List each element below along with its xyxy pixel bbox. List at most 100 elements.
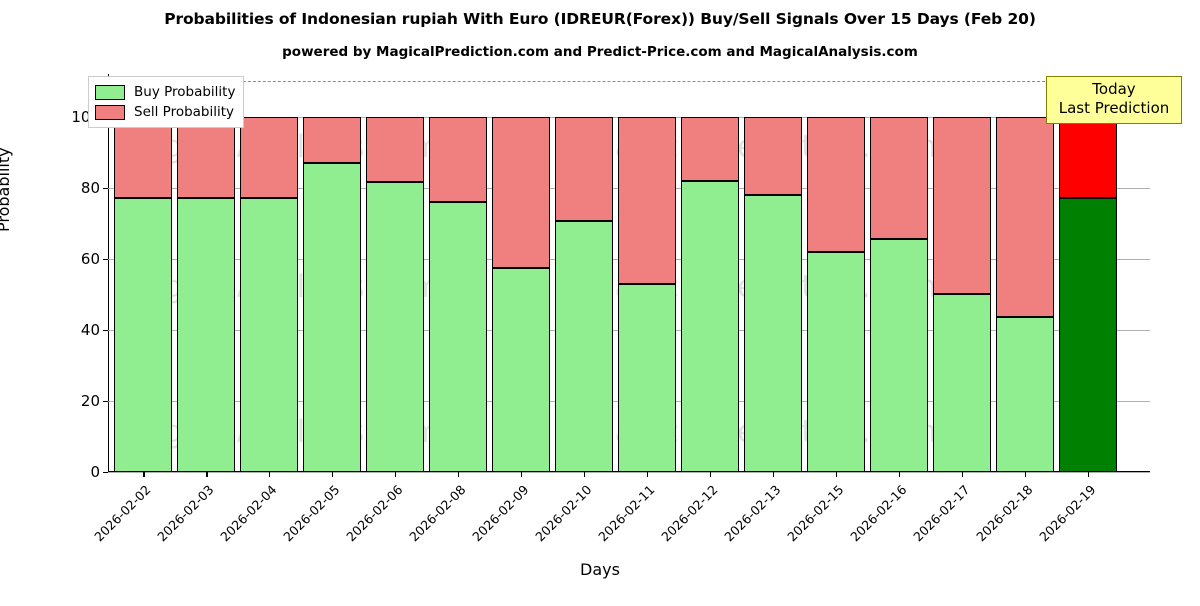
x-axis-tick-mark xyxy=(395,472,397,477)
today-annotation: Today Last Prediction xyxy=(1046,76,1182,124)
x-axis-tick-mark xyxy=(583,472,586,477)
plot-area: MagicalAnalysis.comMagicalPrediction.com… xyxy=(92,74,1150,544)
threshold-dashed-line xyxy=(108,81,1150,83)
bar-segment-buy[interactable] xyxy=(303,162,362,472)
y-axis-tick-mark xyxy=(103,187,108,189)
today-annotation-line1: Today xyxy=(1092,80,1136,98)
bar-segment-sell[interactable] xyxy=(177,116,236,199)
bar-segment-sell[interactable] xyxy=(806,116,865,252)
bar-segment-buy[interactable] xyxy=(1058,198,1117,472)
gridline xyxy=(108,472,1150,473)
bar-segment-buy[interactable] xyxy=(932,294,991,472)
x-axis-tick-label: 2026-02-03 xyxy=(154,482,217,545)
x-axis-tick-mark xyxy=(961,472,964,477)
x-axis-tick-label: 2026-02-06 xyxy=(343,482,406,545)
x-axis-tick-mark xyxy=(646,472,649,477)
bar-segment-buy[interactable] xyxy=(177,198,236,472)
x-axis-tick-mark xyxy=(332,472,334,477)
x-axis-tick-label: 2026-02-09 xyxy=(469,482,532,545)
x-axis-tick-label: 2026-02-17 xyxy=(909,482,973,545)
bar-stack[interactable] xyxy=(114,74,173,472)
bar-segment-sell[interactable] xyxy=(555,116,613,222)
x-axis-tick-mark xyxy=(206,472,208,477)
bar-segment-buy[interactable] xyxy=(492,267,550,472)
y-axis-tick-mark xyxy=(103,400,108,403)
bar-segment-sell[interactable] xyxy=(429,116,488,202)
x-axis-tick-label: 2026-02-13 xyxy=(721,482,784,545)
legend-swatch-buy xyxy=(95,84,125,100)
legend-label-sell: Sell Probability xyxy=(134,104,235,120)
bar-stack[interactable] xyxy=(303,74,362,472)
chart-legend: Buy Probability Sell Probability xyxy=(88,76,245,128)
bar-series-layer xyxy=(108,74,1150,472)
bar-stack[interactable] xyxy=(869,74,928,472)
bar-stack[interactable] xyxy=(932,74,991,472)
bar-segment-buy[interactable] xyxy=(680,180,739,472)
x-axis-tick-label: 2026-02-18 xyxy=(972,482,1036,545)
bar-segment-buy[interactable] xyxy=(555,221,613,472)
legend-swatch-sell xyxy=(95,104,125,120)
bar-segment-buy[interactable] xyxy=(743,194,802,472)
bar-segment-buy[interactable] xyxy=(366,182,425,472)
bar-segment-sell[interactable] xyxy=(617,116,676,284)
x-axis-tick-label: 2026-02-19 xyxy=(1035,482,1099,545)
x-axis-tick-mark xyxy=(521,472,523,477)
x-axis-tick-mark xyxy=(269,472,271,477)
bar-stack[interactable] xyxy=(995,74,1054,472)
bar-segment-buy[interactable] xyxy=(806,251,865,472)
bar-segment-buy[interactable] xyxy=(114,198,173,472)
y-axis-label: Probability xyxy=(0,147,13,232)
x-axis-tick-mark xyxy=(898,472,901,477)
legend-item-sell[interactable]: Sell Probability xyxy=(95,102,235,122)
bar-segment-sell[interactable] xyxy=(114,116,173,199)
y-axis-tick-mark xyxy=(103,472,108,474)
bar-segment-sell[interactable] xyxy=(680,116,739,181)
bar-segment-buy[interactable] xyxy=(617,283,676,472)
x-axis-tick-label: 2026-02-16 xyxy=(847,482,910,545)
x-axis-tick-label: 2026-02-05 xyxy=(280,482,343,545)
bar-segment-buy[interactable] xyxy=(429,201,488,472)
bar-segment-buy[interactable] xyxy=(869,239,928,472)
bar-segment-sell[interactable] xyxy=(869,116,928,240)
bar-segment-sell[interactable] xyxy=(743,116,802,195)
bar-segment-sell[interactable] xyxy=(492,116,550,268)
bar-stack[interactable] xyxy=(743,74,802,472)
x-axis-tick-mark xyxy=(1024,472,1026,477)
x-axis-tick-label: 2026-02-12 xyxy=(658,482,721,545)
bar-stack[interactable] xyxy=(1058,74,1117,472)
bar-stack[interactable] xyxy=(429,74,488,472)
bar-stack[interactable] xyxy=(366,74,425,472)
bar-segment-sell[interactable] xyxy=(932,116,991,295)
bar-segment-buy[interactable] xyxy=(240,198,299,472)
bar-stack[interactable] xyxy=(680,74,739,472)
x-axis-label: Days xyxy=(580,560,620,579)
x-axis-tick-mark xyxy=(143,472,145,477)
bar-segment-sell[interactable] xyxy=(1058,116,1117,199)
x-axis-tick-label: 2026-02-04 xyxy=(217,482,280,545)
x-axis-tick-label: 2026-02-15 xyxy=(784,482,847,545)
bar-segment-sell[interactable] xyxy=(303,116,362,163)
bar-stack[interactable] xyxy=(240,74,299,472)
x-axis-tick-label: 2026-02-02 xyxy=(91,482,154,545)
x-axis-tick-label: 2026-02-10 xyxy=(532,482,595,545)
legend-item-buy[interactable]: Buy Probability xyxy=(95,82,235,102)
x-axis-tick-mark xyxy=(772,472,775,477)
bar-segment-sell[interactable] xyxy=(240,116,299,199)
y-axis-tick-label: 0 xyxy=(90,463,100,481)
y-axis-tick-label: 20 xyxy=(80,391,100,410)
bar-stack[interactable] xyxy=(555,74,613,472)
y-axis-tick-mark xyxy=(103,258,108,261)
bar-segment-buy[interactable] xyxy=(995,317,1054,472)
bar-segment-sell[interactable] xyxy=(995,116,1054,318)
x-axis-tick-mark xyxy=(709,472,712,477)
today-annotation-line2: Last Prediction xyxy=(1058,99,1170,117)
bar-stack[interactable] xyxy=(177,74,236,472)
x-axis-tick-mark xyxy=(835,472,838,477)
x-axis-tick-mark xyxy=(1087,472,1089,477)
bar-stack[interactable] xyxy=(806,74,865,472)
y-axis-tick-mark xyxy=(103,329,108,332)
bar-stack[interactable] xyxy=(492,74,550,472)
bar-stack[interactable] xyxy=(617,74,676,472)
bar-segment-sell[interactable] xyxy=(366,116,425,183)
